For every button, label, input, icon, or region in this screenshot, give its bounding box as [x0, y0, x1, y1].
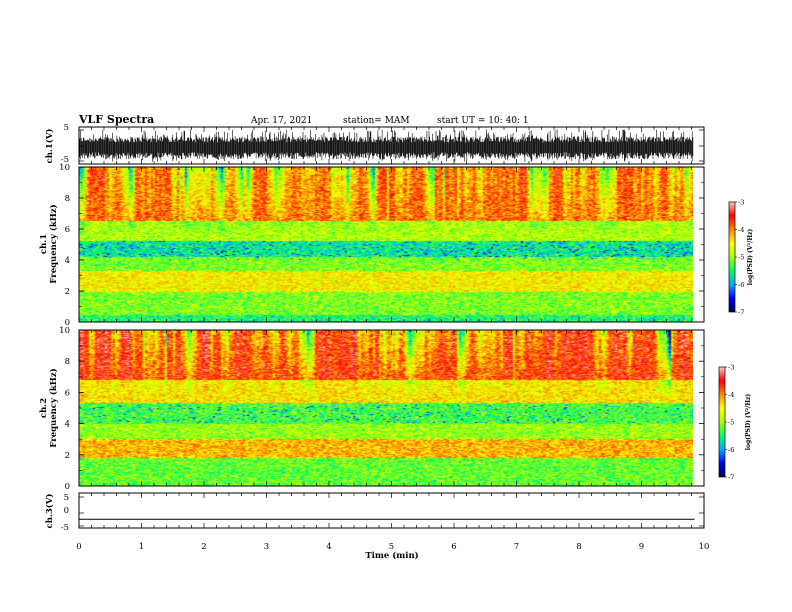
- time-tick-label: 10: [699, 542, 710, 552]
- freq-tick-label: 8: [65, 357, 70, 367]
- colorbar-tick-label: -7: [728, 473, 734, 481]
- colorbar-tick-label: -6: [728, 446, 734, 454]
- freq-tick-label: 6: [65, 225, 70, 235]
- ch1-colorbar-gradient: [729, 202, 735, 312]
- freq-tick-label: 4: [65, 420, 70, 430]
- ch1-spec-label: ch.1: [39, 234, 49, 254]
- time-axis-ticks: 0 1 2 3 4 5 6 7 8 9 10: [76, 127, 709, 552]
- colorbar-tick-label: -4: [728, 391, 734, 399]
- colorbar-tick-label: -5: [738, 253, 744, 261]
- ch3-waveform-frame: [78, 492, 705, 529]
- colorbar-tick-label: -4: [738, 226, 744, 234]
- colorbar-tick-label: -6: [738, 281, 744, 289]
- ch2-colorbar-gradient: [719, 367, 725, 477]
- ch3-ytick-minus5: -5: [61, 523, 69, 533]
- freq-tick-label: 0: [65, 482, 70, 492]
- time-tick-label: 1: [139, 542, 144, 552]
- ch3-ytick-5: 5: [64, 493, 69, 503]
- ch1-colorbar-label: log(PSD) (V²/Hz): [747, 229, 754, 286]
- time-tick-label: 6: [451, 542, 456, 552]
- ch1-colorbar: -3 -4 -5 -6 -7 log(PSD) (V²/Hz): [728, 198, 754, 316]
- time-tick-label: 5: [389, 542, 394, 552]
- ch3-waveform-panel: 5 0 -5 ch.3(V): [44, 492, 705, 533]
- time-tick-label: 2: [201, 542, 206, 552]
- ch1-spectrogram-heatmap: [79, 167, 693, 322]
- figure-title: VLF Spectra: [78, 113, 154, 126]
- station-label: station= MAM: [343, 116, 410, 126]
- time-tick-label: 4: [326, 542, 331, 552]
- freq-tick-label: 8: [65, 194, 70, 204]
- freq-tick-label: 6: [65, 388, 70, 398]
- ch2-spec-label: ch.2: [39, 398, 49, 418]
- ch2-spectrogram-panel: 0 2 4 6 8 10 ch.2 Frequency (kHz): [39, 326, 705, 492]
- x-axis-label: Time (min): [365, 550, 418, 561]
- time-tick-label: 9: [639, 542, 644, 552]
- colorbar-tick-label: -3: [728, 363, 734, 371]
- ch1-waveform-line: [78, 129, 694, 162]
- time-tick-label: 3: [264, 542, 269, 552]
- ch1-spectrogram-panel: 0 2 4 6 8 10 ch.1 Frequency (kHz): [39, 163, 705, 328]
- ch1-ytick-5: 5: [64, 123, 69, 133]
- freq-tick-label: 2: [65, 451, 70, 461]
- ch2-spectrogram-heatmap: [79, 330, 693, 486]
- colorbar-tick-label: -3: [738, 198, 744, 206]
- freq-tick-label: 2: [65, 287, 70, 297]
- freq-tick-label: 10: [59, 326, 70, 336]
- ch2-spec-ylabel: Frequency (kHz): [48, 368, 59, 447]
- time-tick-label: 8: [576, 542, 581, 552]
- ch1-ylabel: ch.1(V): [44, 129, 55, 164]
- ch1-waveform-trace: [78, 129, 694, 162]
- ch2-colorbar: -3 -4 -5 -6 -7 log(PSD) (V²/Hz): [718, 363, 752, 481]
- ch1-waveform-panel: 5 -5 ch.1(V): [44, 123, 705, 165]
- ch2-colorbar-label: log(PSD) (V²/Hz): [745, 394, 752, 451]
- time-tick-label: 7: [514, 542, 519, 552]
- time-tick-label: 0: [76, 542, 81, 552]
- colorbar-tick-label: -7: [738, 308, 744, 316]
- ch1-ytick-minus5: -5: [61, 155, 69, 165]
- freq-tick-label: 10: [59, 163, 70, 173]
- colorbar-tick-label: -5: [728, 418, 734, 426]
- ch1-spec-ylabel: Frequency (kHz): [48, 204, 59, 283]
- freq-tick-label: 4: [65, 256, 70, 266]
- ch3-ytick-0: 0: [64, 506, 69, 516]
- date-label: Apr. 17, 2021: [250, 116, 312, 126]
- freq-tick-label: 0: [65, 318, 70, 328]
- ch3-ylabel: ch.3(V): [44, 494, 55, 529]
- start-time-label: start UT = 10: 40: 1: [437, 116, 529, 126]
